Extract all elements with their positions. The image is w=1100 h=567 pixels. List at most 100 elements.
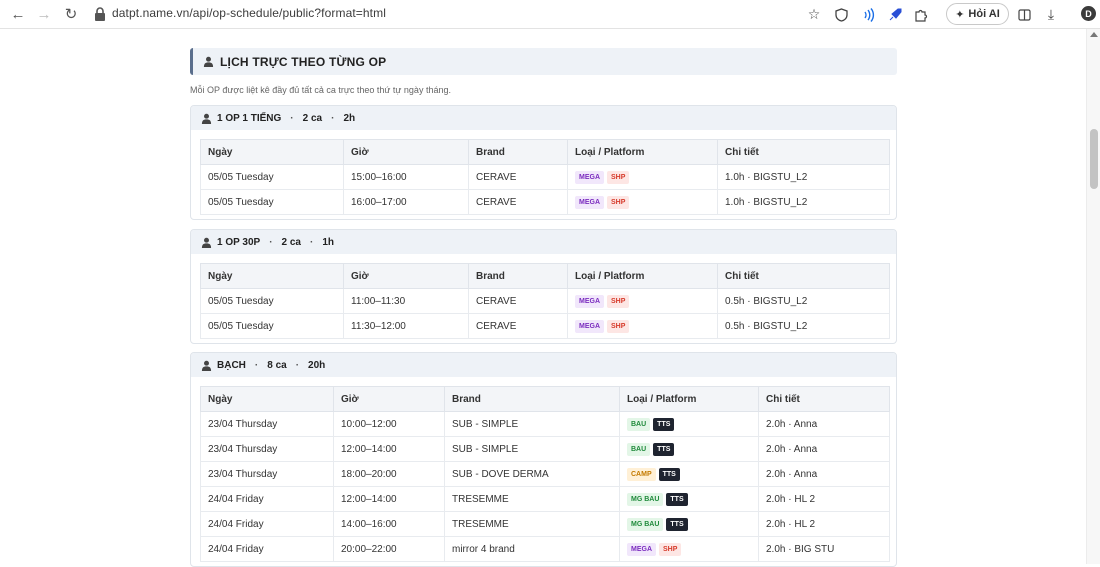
card-bottom-padding xyxy=(191,215,896,219)
op-group-shifts: 8 ca xyxy=(267,359,287,371)
cell-date: 23/04 Thursday xyxy=(200,436,334,462)
lock-icon[interactable] xyxy=(93,6,107,22)
platform-badge: CAMP xyxy=(627,467,656,481)
cell-brand: TRESEMME xyxy=(444,511,620,537)
platform-badge: SHP xyxy=(659,542,682,556)
column-header: Chi tiết xyxy=(717,263,890,289)
cell-time: 20:00–22:00 xyxy=(333,536,445,562)
column-header: Brand xyxy=(444,386,620,412)
back-icon[interactable]: ← xyxy=(10,5,26,23)
op-group-card: 1 OP 30P · 2 ca · 1h Ngày Giờ Brand Loại / Platf… xyxy=(190,229,897,344)
person-icon xyxy=(201,237,212,248)
scrollbar-thumb[interactable] xyxy=(1090,129,1098,189)
cell-brand: SUB - SIMPLE xyxy=(444,411,620,437)
cell-platform: MEGA SHP xyxy=(567,164,718,190)
schedule-table: Ngày Giờ Brand Loại / Platform Chi tiết 05/05… xyxy=(200,263,890,339)
cell-time: 11:00–11:30 xyxy=(343,288,469,314)
platform-badge: SHP xyxy=(607,170,630,184)
platform-badge: SHP xyxy=(607,319,630,333)
cell-time: 12:00–14:00 xyxy=(333,436,445,462)
platform-badge: TTS xyxy=(666,492,688,506)
cell-time: 12:00–14:00 xyxy=(333,486,445,512)
platform-badge: MEGA xyxy=(575,319,604,333)
column-header: Giờ xyxy=(333,386,445,412)
column-header: Loại / Platform xyxy=(567,139,718,165)
platform-badge: SHP xyxy=(607,294,630,308)
op-group-name: 1 OP 1 TIẾNG xyxy=(217,112,282,124)
column-header: Chi tiết xyxy=(758,386,890,412)
cell-detail: 0.5h · BIGSTU_L2 xyxy=(717,313,890,339)
cell-date: 24/04 Friday xyxy=(200,536,334,562)
cell-brand: CERAVE xyxy=(468,189,568,215)
separator-dot: · xyxy=(331,112,335,124)
cell-detail: 2.0h · HL 2 xyxy=(758,486,890,512)
op-group-hours: 20h xyxy=(308,359,326,371)
platform-badge: TTS xyxy=(653,442,675,456)
cell-brand: CERAVE xyxy=(468,164,568,190)
cell-brand: SUB - SIMPLE xyxy=(444,436,620,462)
rocket-extension-icon[interactable] xyxy=(885,5,905,24)
cell-brand: TRESEMME xyxy=(444,486,620,512)
star-icon[interactable]: ☆ xyxy=(807,6,821,22)
cell-detail: 2.0h · BIG STU xyxy=(758,536,890,562)
table-row: 23/04 Thursday 18:00–20:00 SUB - DOVE DERM… xyxy=(200,461,890,487)
table-row: 05/05 Tuesday 11:00–11:30 CERAVE MEGA SHP 0.5… xyxy=(200,288,890,314)
cell-date: 24/04 Friday xyxy=(200,486,334,512)
column-header: Ngày xyxy=(200,263,344,289)
table-row: 05/05 Tuesday 11:30–12:00 CERAVE MEGA SHP 0.5… xyxy=(200,313,890,339)
separator-dot: · xyxy=(269,236,273,248)
scroll-up-arrow-icon[interactable] xyxy=(1090,32,1098,37)
split-view-icon[interactable] xyxy=(1014,5,1034,24)
cell-platform: CAMP TTS xyxy=(619,461,759,487)
cell-platform: MG BAU TTS xyxy=(619,486,759,512)
shield-icon[interactable] xyxy=(831,5,851,24)
cell-time: 10:00–12:00 xyxy=(333,411,445,437)
reload-icon[interactable]: ↻ xyxy=(64,6,78,23)
op-group-shifts: 2 ca xyxy=(302,112,323,124)
cell-date: 24/04 Friday xyxy=(200,511,334,537)
cell-date: 05/05 Tuesday xyxy=(200,313,344,339)
cell-time: 15:00–16:00 xyxy=(343,164,469,190)
cell-platform: MEGA SHP xyxy=(567,288,718,314)
table-header-row: Ngày Giờ Brand Loại / Platform Chi tiết xyxy=(200,263,890,289)
table-row: 24/04 Friday 12:00–14:00 TRESEMME MG BAU TTS… xyxy=(200,486,890,512)
platform-badge: MEGA xyxy=(575,170,604,184)
column-header: Brand xyxy=(468,139,568,165)
cell-detail: 2.0h · Anna xyxy=(758,461,890,487)
separator-dot: · xyxy=(295,359,300,371)
address-bar[interactable]: datpt.name.vn/api/op-schedule/public?for… xyxy=(112,6,386,20)
cell-date: 05/05 Tuesday xyxy=(200,189,344,215)
cell-time: 11:30–12:00 xyxy=(343,313,469,339)
person-icon xyxy=(203,56,214,67)
table-row: 05/05 Tuesday 15:00–16:00 CERAVE MEGA SHP 1.0… xyxy=(200,164,890,190)
op-group-header: 1 OP 30P · 2 ca · 1h xyxy=(191,230,896,254)
ask-ai-button[interactable]: ✦ Hỏi AI xyxy=(946,3,1009,25)
avatar[interactable]: D xyxy=(1081,6,1096,21)
download-icon[interactable]: ⤓ xyxy=(1047,6,1055,22)
op-group-card: 1 OP 1 TIẾNG · 2 ca · 2h Ngày Giờ Brand Loại / P… xyxy=(190,105,897,220)
platform-badge: BAU xyxy=(627,417,651,431)
platform-badge: TTS xyxy=(653,417,675,431)
scrollbar[interactable] xyxy=(1086,29,1100,564)
person-icon xyxy=(201,113,212,124)
platform-badge: MG BAU xyxy=(627,517,664,531)
op-group-name: BẠCH xyxy=(217,359,246,371)
column-header: Ngày xyxy=(200,386,334,412)
cell-platform: MEGA SHP xyxy=(567,189,718,215)
cell-date: 23/04 Thursday xyxy=(200,411,334,437)
wifi-extension-icon[interactable] xyxy=(859,5,879,24)
op-group-card: BẠCH · 8 ca · 20h Ngày Giờ Brand Loại / Platform… xyxy=(190,352,897,567)
op-group-hours: 1h xyxy=(322,236,335,248)
op-group-shifts: 2 ca xyxy=(281,236,301,248)
separator-dot: · xyxy=(310,236,314,248)
table-row: 24/04 Friday 20:00–22:00 mirror 4 brand MEG… xyxy=(200,536,890,562)
card-bottom-padding xyxy=(191,339,896,343)
forward-icon[interactable]: → xyxy=(36,5,52,23)
cell-time: 14:00–16:00 xyxy=(333,511,445,537)
platform-badge: BAU xyxy=(627,442,651,456)
op-group-header: 1 OP 1 TIẾNG · 2 ca · 2h xyxy=(191,106,896,130)
puzzle-icon[interactable] xyxy=(911,5,931,24)
op-group-name: 1 OP 30P xyxy=(217,236,261,248)
cell-platform: MG BAU TTS xyxy=(619,511,759,537)
separator-dot: · xyxy=(254,359,259,371)
